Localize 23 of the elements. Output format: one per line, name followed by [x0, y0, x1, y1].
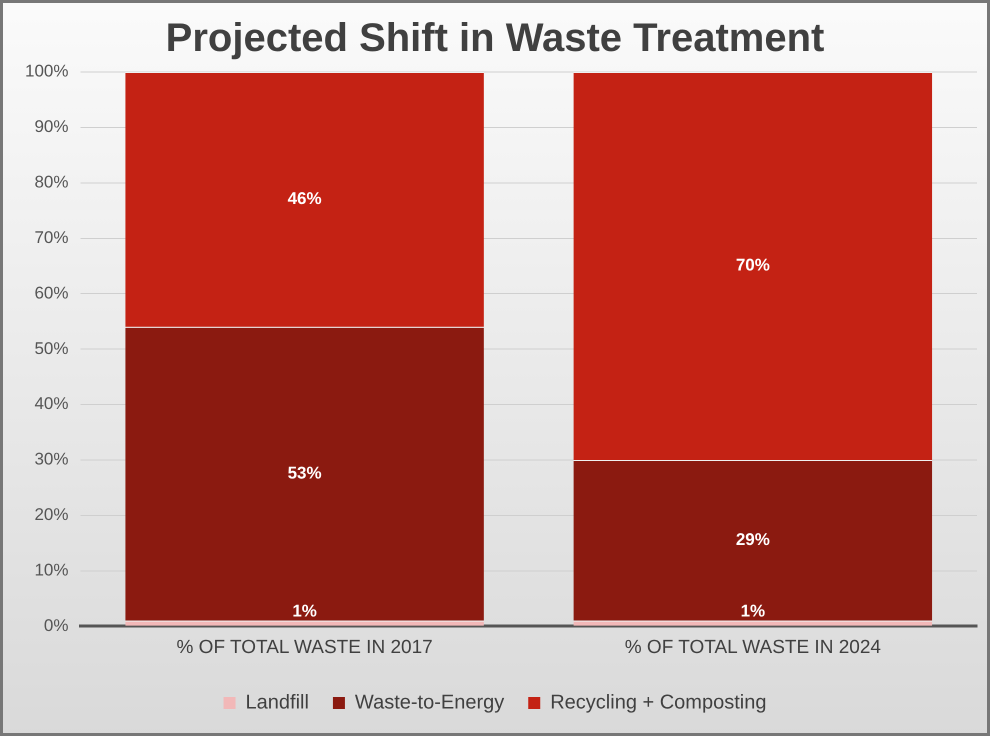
text: 29%: [736, 530, 770, 549]
x-tick-label: % OF TOTAL WASTE IN 2017: [176, 636, 433, 658]
legend-label: Recycling + Composting: [550, 692, 766, 714]
text: 70%: [736, 256, 770, 275]
legend-label: Landfill: [246, 692, 309, 714]
text: 53%: [288, 463, 322, 482]
y-tick-label: 70%: [34, 228, 68, 247]
y-tick-label: 40%: [34, 394, 68, 414]
text: 1%: [740, 601, 766, 620]
y-tick-label: 30%: [34, 450, 68, 469]
y-tick-label: 100%: [24, 62, 68, 81]
y-tick-label: 50%: [34, 338, 68, 358]
y-tick-label: 0%: [44, 616, 68, 635]
x-tick-label: % OF TOTAL WASTE IN 2024: [624, 636, 882, 658]
y-tick-label: 80%: [34, 172, 68, 192]
legend-label: Waste-to-Energy: [354, 692, 504, 714]
text: 46%: [288, 189, 322, 208]
y-tick-label: 90%: [34, 117, 68, 136]
y-tick-label: 10%: [34, 560, 68, 580]
text: 1%: [292, 601, 317, 620]
y-tick-label: 20%: [34, 505, 68, 524]
chart-title: Projected Shift in Waste Treatment: [166, 16, 824, 60]
y-tick-label: 60%: [34, 283, 68, 302]
